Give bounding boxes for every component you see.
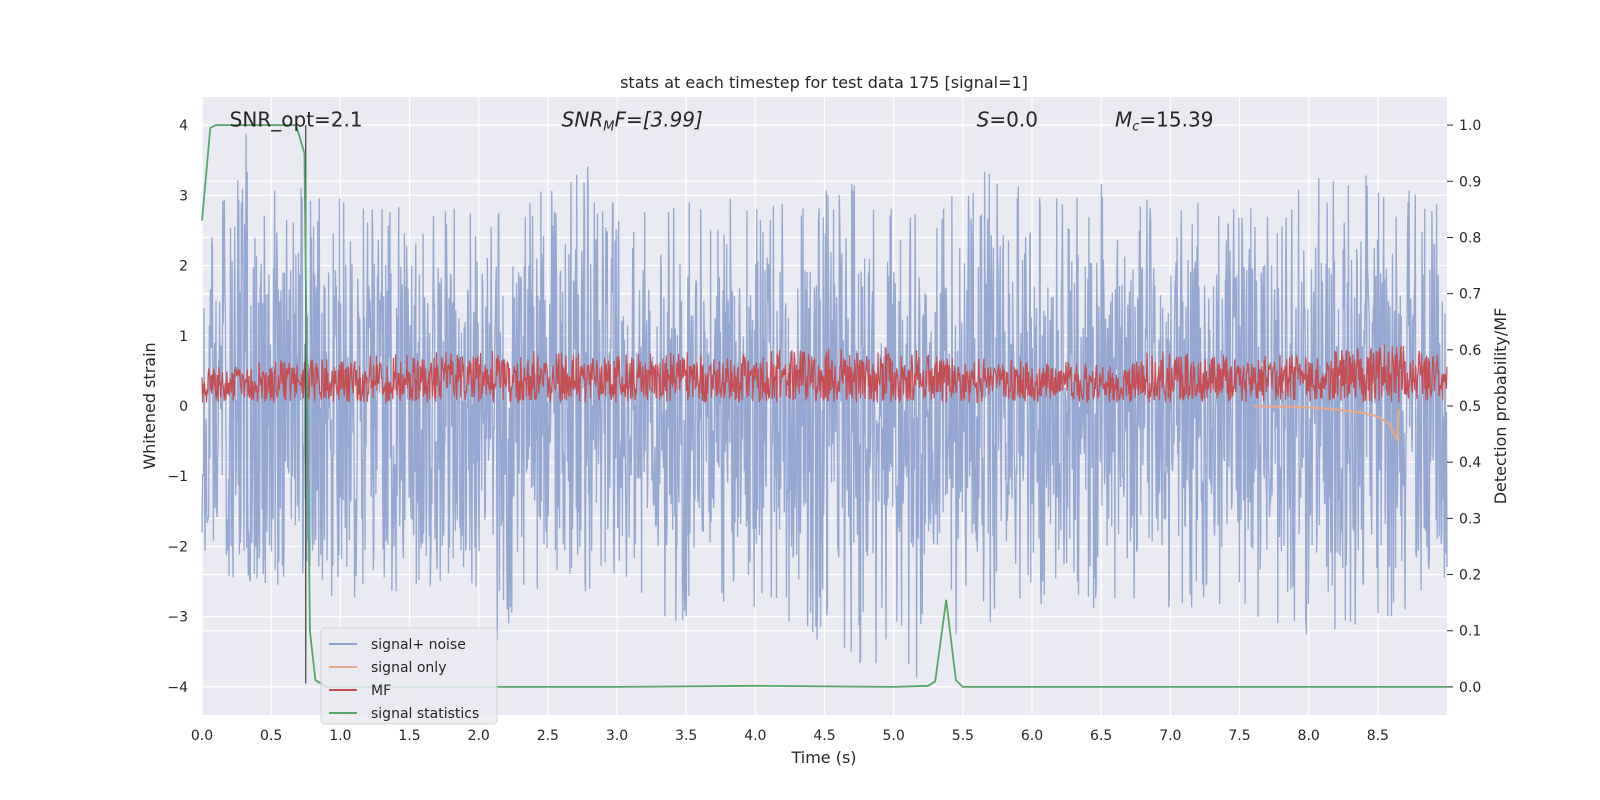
x-tick-label: 8.5 [1367, 728, 1389, 744]
y-tick-label: 1 [179, 329, 188, 345]
y2-tick-label: 0.5 [1459, 399, 1481, 415]
x-tick-label: 6.0 [1021, 728, 1043, 744]
y-tick-label: −3 [167, 610, 188, 626]
series-line-mf [201, 343, 1448, 405]
y2-tick-label: 0.0 [1459, 680, 1481, 696]
series-line-signal-only [1253, 404, 1400, 442]
x-tick-label: 7.5 [1228, 728, 1250, 744]
y-tick-label: −2 [167, 539, 188, 555]
chart-title: stats at each timestep for test data 175… [620, 73, 1028, 92]
y2-axis-label: Detection probability/MF [1491, 308, 1510, 505]
series-line-signal-statistics [201, 124, 1447, 688]
x-tick-label: 8.0 [1298, 728, 1320, 744]
legend-label: signal only [371, 660, 446, 676]
x-tick-label: 3.0 [606, 728, 628, 744]
annotation-0: SNR_opt=2.1 [230, 108, 363, 132]
y2-tick-label: 0.2 [1459, 568, 1481, 584]
x-tick-label: 0.0 [191, 728, 213, 744]
y-tick-label: 3 [179, 188, 188, 204]
x-tick-label: 2.5 [537, 728, 559, 744]
x-tick-label: 7.0 [1159, 728, 1181, 744]
x-tick-label: 5.0 [883, 728, 905, 744]
y2-tick-label: 0.3 [1459, 511, 1481, 527]
annotation-3: Mc=15.39 [1115, 108, 1213, 135]
x-tick-label: 5.5 [952, 728, 974, 744]
y2-tick-label: 0.8 [1459, 230, 1481, 246]
x-tick-label: 3.5 [675, 728, 697, 744]
y2-tick-label: 1.0 [1459, 118, 1481, 134]
y2-tick-label: 0.7 [1459, 287, 1481, 303]
legend-label: signal statistics [371, 706, 479, 722]
y-tick-label: 2 [179, 259, 188, 275]
x-tick-label: 4.0 [744, 728, 766, 744]
y-tick-label: 4 [179, 118, 188, 134]
annotations: SNR_opt=2.1 SNRMF=[3.99] S=0.0 Mc=15.39 [230, 108, 1214, 135]
legend-box [320, 627, 498, 725]
legend-label: MF [371, 683, 391, 699]
legend: signal+ noise signal only MF signal statist… [320, 627, 498, 725]
axes-layer: 0.0 0.5 1.0 1.5 2.0 2.5 3.0 3.5 4.0 4.5 5.0 5.5 6.0 6… [167, 118, 1481, 744]
annotation-1: SNRMF=[3.99] [562, 108, 703, 135]
x-tick-label: 1.0 [329, 728, 351, 744]
x-tick-label: 6.5 [1090, 728, 1112, 744]
x-tick-label: 2.0 [468, 728, 490, 744]
y2-tick-label: 0.1 [1459, 624, 1481, 640]
legend-label: signal+ noise [371, 637, 466, 653]
series-layer [201, 124, 1448, 688]
y2-tick-label: 0.6 [1459, 343, 1481, 359]
y2-tick-label: 0.4 [1459, 455, 1481, 471]
y-tick-label: −4 [167, 680, 188, 696]
x-tick-label: 0.5 [260, 728, 282, 744]
y-axis-label: Whitened strain [140, 342, 159, 469]
y2-tick-label: 0.9 [1459, 174, 1481, 190]
annotation-2: S=0.0 [977, 108, 1038, 132]
x-tick-label: 1.5 [398, 728, 420, 744]
y-tick-label: 0 [179, 399, 188, 415]
x-tick-label: 4.5 [813, 728, 835, 744]
y-tick-label: −1 [167, 469, 188, 485]
x-axis-label: Time (s) [790, 748, 856, 767]
